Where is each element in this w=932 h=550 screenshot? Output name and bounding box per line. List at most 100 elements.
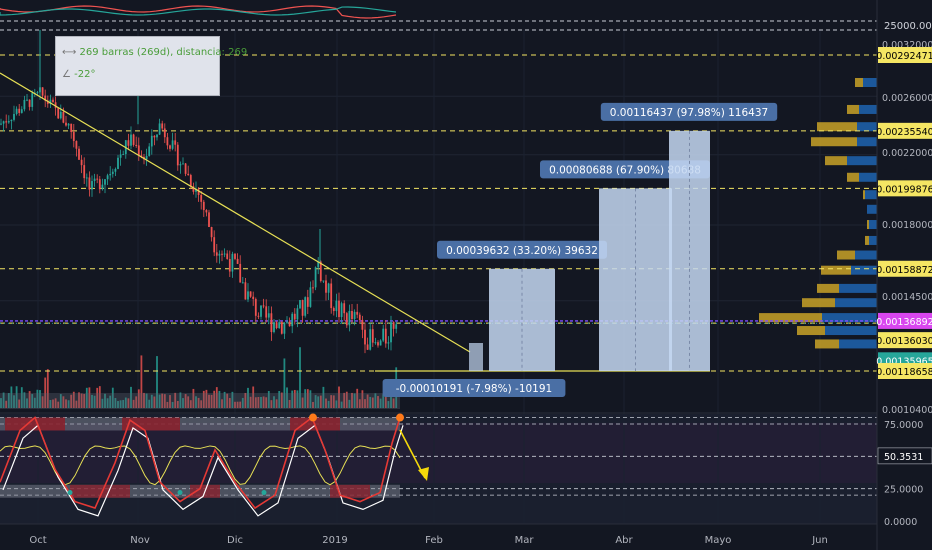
volume-bar [91, 394, 93, 408]
candle-body [228, 258, 231, 272]
profile-bar-sell [821, 265, 851, 275]
volume-bar [257, 397, 260, 408]
volume-bar [176, 400, 179, 408]
profile-bar-buy [859, 172, 877, 182]
candle-body [98, 179, 101, 190]
volume-bar [7, 393, 10, 408]
candle-body [377, 342, 379, 346]
volume-bar [192, 388, 195, 408]
volume-bar [296, 390, 299, 408]
volume-bar [145, 393, 148, 408]
osc-rsi-line [0, 445, 401, 486]
volume-bar [88, 387, 91, 408]
measure-boxes[interactable]: 0.00039632 (33.20%) 39632 0.00080688 (67.… [382, 102, 778, 397]
candle-body [379, 340, 382, 346]
candle-body [340, 303, 343, 318]
candle-body [20, 109, 23, 113]
volume-bar [85, 387, 88, 408]
volume-bar [98, 386, 101, 408]
candle-body [265, 306, 268, 318]
volume-bar [174, 392, 177, 408]
candle-body [241, 282, 244, 284]
candle-body [312, 287, 314, 289]
volume-bar [343, 392, 346, 408]
candle-body [119, 154, 122, 158]
volume-bar [200, 400, 203, 408]
volume-bar [330, 395, 333, 408]
candle-body [62, 111, 65, 123]
price-badge-bg [878, 312, 932, 329]
drop-box[interactable] [469, 343, 483, 371]
candle-body [59, 111, 62, 119]
volume-bar [39, 390, 41, 408]
time-axis-label: Jun [811, 535, 828, 546]
candle-body [280, 322, 283, 334]
price-badge-bg [878, 332, 932, 349]
profile-bar-buy [851, 265, 877, 275]
volume-bar [65, 399, 67, 408]
volume-bar [312, 401, 314, 408]
volume-bar [377, 396, 379, 408]
volume-bar [111, 387, 114, 408]
candle-body [2, 121, 5, 124]
profile-bar-sell [802, 298, 835, 308]
profile-bar-buy [855, 250, 877, 260]
volume-bar [143, 392, 145, 408]
profile-bar-buy [847, 156, 877, 166]
volume-bar [306, 389, 309, 408]
volume-bar [345, 391, 348, 408]
volume-bar [283, 358, 286, 408]
osc-signal-dot [309, 413, 317, 422]
candle-body [278, 322, 281, 328]
profile-bar-buy [869, 235, 877, 245]
profile-bar-buy [863, 78, 877, 88]
osc-signal-block [122, 417, 180, 431]
volume-bar [83, 394, 86, 408]
candle-body [166, 137, 169, 146]
volume-bar [293, 389, 296, 408]
time-axis-label: Oct [29, 535, 46, 546]
volume-bar [75, 400, 78, 408]
candle-body [179, 164, 182, 166]
candle-body [148, 146, 151, 156]
candle-body [226, 253, 229, 259]
candle-body [91, 181, 93, 190]
volume-bar [335, 400, 338, 408]
volume-bar [166, 401, 169, 408]
profile-bar-buy [839, 283, 877, 293]
candle-body [309, 287, 312, 307]
volume-bar [0, 398, 2, 408]
angle-text: -22° [74, 69, 96, 80]
candle-body [353, 311, 356, 319]
volume-bar [127, 398, 130, 408]
candle-body [291, 313, 294, 327]
candle-body [49, 99, 52, 104]
candle-body [0, 123, 2, 125]
candle-body [31, 93, 34, 107]
candle-body [145, 155, 148, 160]
volume-bar [171, 401, 174, 408]
drop-label: -0.00010191 (-7.98%) -10191 [396, 383, 552, 395]
candle-body [371, 329, 374, 343]
candle-body [348, 310, 351, 326]
candle-body [369, 329, 372, 350]
volume-bar [106, 398, 109, 408]
osc-badge-bg [877, 447, 932, 465]
profile-bar-sell [863, 190, 865, 200]
candle-body [382, 328, 385, 341]
volume-bar [20, 387, 23, 408]
candle-body [267, 313, 270, 318]
price-badge-bg [878, 260, 932, 277]
candle-body [93, 178, 96, 182]
volume-bar [2, 392, 5, 408]
descending-trendline[interactable] [0, 72, 471, 353]
candle-body [65, 122, 67, 126]
volume-bar [244, 392, 247, 408]
volume-bar [197, 397, 200, 408]
candle-body [236, 258, 239, 264]
volume-bar [140, 355, 143, 408]
